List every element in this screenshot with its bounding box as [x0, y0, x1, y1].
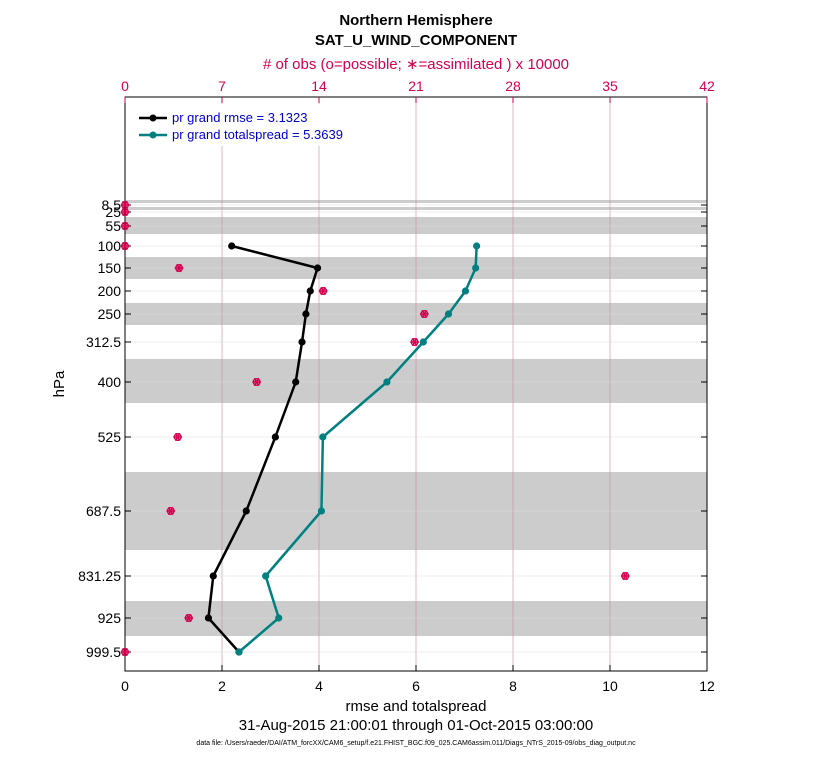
series-0-point [242, 507, 250, 515]
top-axis-label: # of obs (o=possible; ∗=assimilated ) x … [263, 56, 569, 73]
series-0-point [292, 378, 300, 386]
bottom-tick-label: 4 [315, 678, 323, 694]
legend-rmse-marker [149, 114, 157, 122]
y-tick-label: 525 [98, 429, 122, 445]
series-1-point [235, 648, 243, 656]
data-file-path: data file: /Users/raeder/DAI/ATM_forcXX/… [196, 740, 636, 747]
y-tick-label: 687.5 [86, 503, 121, 519]
bottom-tick-label: 6 [412, 678, 420, 694]
obs-count-marker [120, 221, 130, 231]
obs-count-marker [620, 571, 630, 581]
top-tick-label: 14 [311, 78, 327, 94]
top-tick-label: 28 [505, 78, 521, 94]
bottom-tick-label: 10 [602, 678, 618, 694]
obs-count-marker [120, 241, 130, 251]
y-tick-label: 925 [98, 610, 122, 626]
obs-assimilated-star [122, 241, 128, 251]
series-1-point [262, 572, 270, 580]
obs-assimilated-star [174, 432, 181, 442]
obs-assimilated-star [122, 221, 128, 231]
obs-assimilated-star [185, 613, 192, 623]
top-axis-ticks: 0 7 14 21 28 35 42 [121, 78, 715, 103]
series-1-point [444, 310, 453, 318]
bottom-axis-ticks: 0 2 4 6 8 10 12 [121, 665, 715, 694]
obs-count-marker [318, 286, 328, 296]
top-tick-label: 35 [602, 78, 618, 94]
legend-spread-label: pr grand totalspread = 5.3639 [172, 127, 343, 142]
series-0-point [302, 310, 310, 318]
legend-box [132, 104, 362, 146]
series-1-point [472, 264, 480, 272]
y-tick-label: 250 [98, 306, 122, 322]
obs-count-marker [166, 506, 176, 516]
bottom-tick-label: 12 [699, 678, 715, 694]
chart-subtitle: SAT_U_WIND_COMPONENT [315, 32, 517, 49]
y-tick-label: 100 [98, 238, 122, 254]
obs-assimilated-star [421, 309, 428, 319]
obs-assimilated-star [122, 200, 128, 210]
obs-count-marker [173, 432, 182, 442]
y-tick-label: 200 [98, 283, 122, 299]
legend-rmse-label: pr grand rmse = 3.1323 [172, 110, 308, 125]
series-0-point [313, 264, 322, 272]
obs-count-marker [410, 337, 419, 347]
series-1-point [473, 242, 481, 250]
bottom-tick-label: 0 [121, 678, 129, 694]
series-1-point [383, 378, 391, 386]
obs-assimilated-star [167, 506, 174, 516]
series-0-point [271, 433, 279, 441]
y-tick-label: 312.5 [86, 334, 121, 350]
obs-count-marker [420, 309, 429, 319]
obs-assimilated-star [320, 286, 326, 296]
y-tick-label: 999.5 [86, 644, 121, 660]
obs-count-marker [174, 263, 184, 273]
y-tick-label: 150 [98, 260, 122, 276]
series-0-point [228, 242, 236, 250]
obs-count-marker [120, 207, 130, 217]
obs-count-marker [184, 613, 194, 623]
date-range: 31-Aug-2015 21:00:01 through 01-Oct-2015… [239, 717, 593, 734]
chart-title: Northern Hemisphere [339, 12, 492, 29]
obs-count-marker [120, 200, 130, 210]
series-layer [204, 242, 481, 656]
obs-assimilated-star [622, 571, 629, 581]
series-1-point [319, 433, 327, 441]
obs-count-marker [252, 377, 261, 387]
y-tick-label: 25 [105, 204, 121, 220]
top-tick-label: 42 [699, 78, 715, 94]
series-1-point [419, 338, 427, 346]
y-tick-label: 400 [98, 374, 122, 390]
obs-assimilated-star [411, 337, 418, 347]
y-tick-label: 55 [105, 218, 121, 234]
series-0-point [298, 338, 306, 346]
obs-assimilated-star [122, 207, 128, 217]
y-axis-label: hPa [51, 370, 68, 397]
series-1-point [461, 287, 470, 295]
series-1-point [275, 614, 283, 622]
top-tick-label: 21 [408, 78, 424, 94]
series-0-point [306, 287, 314, 295]
series-0-point [204, 614, 213, 622]
series-0-point [209, 572, 217, 580]
obs-assimilated-star [253, 377, 260, 387]
top-tick-label: 7 [218, 78, 226, 94]
obs-assimilated-star [176, 263, 182, 273]
bottom-tick-label: 2 [218, 678, 226, 694]
bottom-tick-label: 8 [509, 678, 517, 694]
legend-spread-marker [149, 131, 157, 139]
y-tick-label: 831.25 [78, 568, 121, 584]
y-tick-label: 8.5 [102, 197, 122, 213]
legend: pr grand rmse = 3.1323 pr grand totalspr… [132, 104, 362, 146]
vertical-gridlines [221, 97, 611, 671]
obs-assimilated-star [122, 647, 128, 657]
obs-count-marker [120, 647, 130, 657]
top-tick-label: 0 [121, 78, 129, 94]
x-axis-label: rmse and totalspread [346, 698, 487, 715]
series-1-point [317, 507, 326, 515]
obs-count-markers [120, 200, 630, 657]
